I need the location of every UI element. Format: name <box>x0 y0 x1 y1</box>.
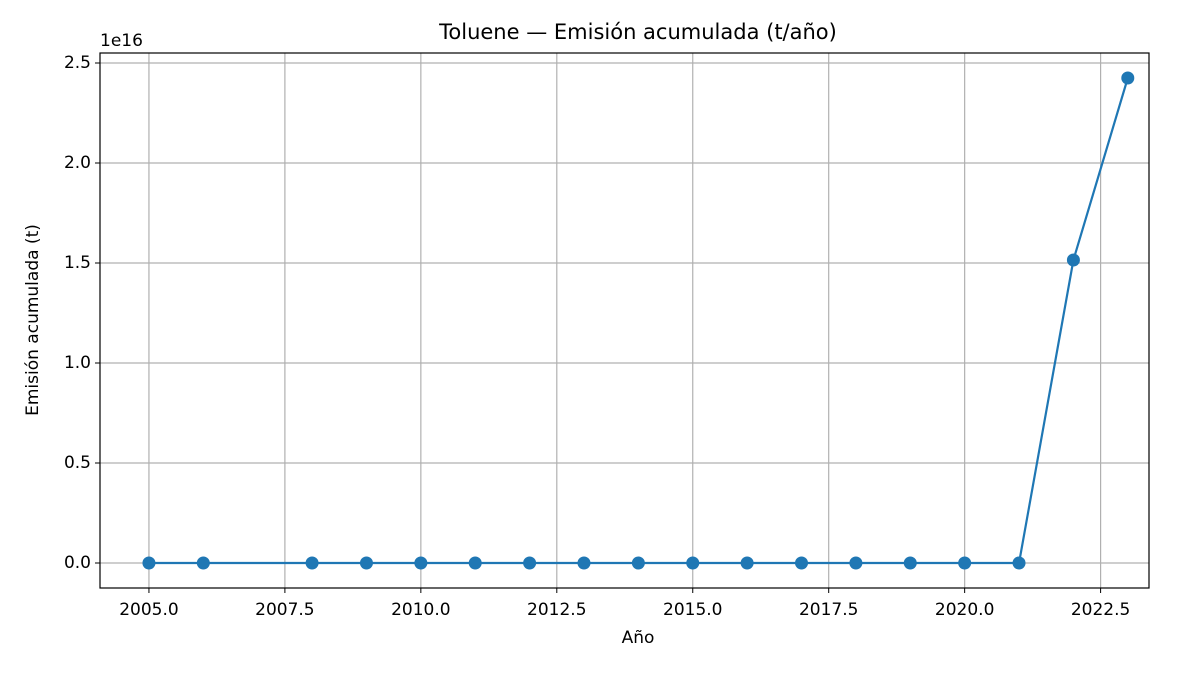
marker <box>795 556 809 570</box>
x-tick-label: 2017.5 <box>799 600 858 620</box>
plot-frame <box>99 52 1150 589</box>
y-tick-label: 0.0 <box>64 553 91 573</box>
y-axis-label: Emisión acumulada (t) <box>23 224 43 416</box>
marker <box>849 556 863 570</box>
marker <box>1066 253 1080 267</box>
marker <box>740 556 754 570</box>
y-tick-label: 2.0 <box>64 153 91 173</box>
y-tick-label: 2.5 <box>64 53 91 73</box>
x-tick-label: 2010.0 <box>391 600 450 620</box>
marker <box>1012 556 1026 570</box>
marker <box>142 556 156 570</box>
x-tick-label: 2022.5 <box>1071 600 1130 620</box>
marker <box>903 556 917 570</box>
marker <box>523 556 537 570</box>
x-tick-label: 2015.0 <box>663 600 722 620</box>
x-tick-label: 2007.5 <box>255 600 314 620</box>
x-tick-label: 2005.0 <box>119 600 178 620</box>
y-offset-label: 1e16 <box>100 31 143 51</box>
marker <box>305 556 319 570</box>
chart-title: Toluene — Emisión acumulada (t/año) <box>438 20 837 44</box>
marker <box>359 556 373 570</box>
marker <box>631 556 645 570</box>
marker <box>686 556 700 570</box>
y-tick-label: 1.5 <box>64 253 91 273</box>
y-tick-label: 1.0 <box>64 353 91 373</box>
x-tick-label: 2020.0 <box>935 600 994 620</box>
y-tick-label: 0.5 <box>64 453 91 473</box>
marker <box>468 556 482 570</box>
line-series <box>148 77 1129 565</box>
marker <box>958 556 972 570</box>
x-tick-label: 2012.5 <box>527 600 586 620</box>
marker <box>414 556 428 570</box>
x-axis-label: Año <box>622 628 655 648</box>
marker <box>196 556 210 570</box>
marker <box>1121 71 1135 85</box>
marker <box>577 556 591 570</box>
